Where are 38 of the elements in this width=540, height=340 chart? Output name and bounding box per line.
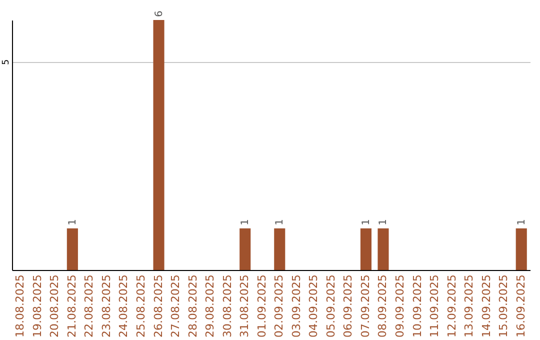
x-tick-label: 02.09.2025 <box>272 274 286 338</box>
x-tick-label: 26.08.2025 <box>152 274 165 338</box>
x-tick-label: 18.08.2025 <box>14 274 27 338</box>
x-tick-label: 11.09.2025 <box>428 274 442 338</box>
x-tick-label: 20.08.2025 <box>48 274 62 338</box>
x-tick-label: 09.09.2025 <box>394 274 406 338</box>
x-tick-label: 15.09.2025 <box>497 274 510 338</box>
x-tick-label: 23.08.2025 <box>100 274 113 338</box>
x-tick-label: 01.09.2025 <box>255 274 268 338</box>
x-tick-label: 06.09.2025 <box>342 274 355 338</box>
data-label: 6 <box>154 10 165 17</box>
x-tick-label: 03.09.2025 <box>290 274 303 338</box>
x-tick-label: 21.08.2025 <box>65 274 78 338</box>
x-tick-label: 10.09.2025 <box>410 274 424 338</box>
x-tick-label: 28.08.2025 <box>186 274 200 338</box>
y-tick-label: 5 <box>2 59 12 66</box>
x-tick-label: 13.09.2025 <box>462 274 476 338</box>
data-label: 1 <box>516 218 528 226</box>
x-tick-label: 08.09.2025 <box>376 274 390 338</box>
x-tick-label: 19.08.2025 <box>30 274 44 338</box>
data-label: 1 <box>274 218 286 226</box>
x-tick-label: 04.09.2025 <box>307 274 320 338</box>
x-tick-label: 24.08.2025 <box>117 274 130 338</box>
x-tick-label: 31.08.2025 <box>238 274 252 338</box>
x-tick-label: 16.09.2025 <box>514 274 528 338</box>
x-tick-label: 25.08.2025 <box>134 274 148 338</box>
x-tick-label: 12.09.2025 <box>445 274 458 338</box>
x-tick-label: 30.08.2025 <box>220 274 234 338</box>
x-tick-label: 27.08.2025 <box>169 274 182 338</box>
data-label: 1 <box>360 218 372 226</box>
data-label: 1 <box>378 218 390 226</box>
data-label: 1 <box>67 218 78 226</box>
x-tick-label: 14.09.2025 <box>480 274 493 338</box>
x-tick-label: 07.09.2025 <box>358 274 372 338</box>
data-label: 1 <box>240 218 252 226</box>
x-tick-label: 29.08.2025 <box>204 274 217 338</box>
x-tick-label: 05.09.2025 <box>324 274 338 338</box>
x-tick-label: 22.08.2025 <box>82 274 96 338</box>
